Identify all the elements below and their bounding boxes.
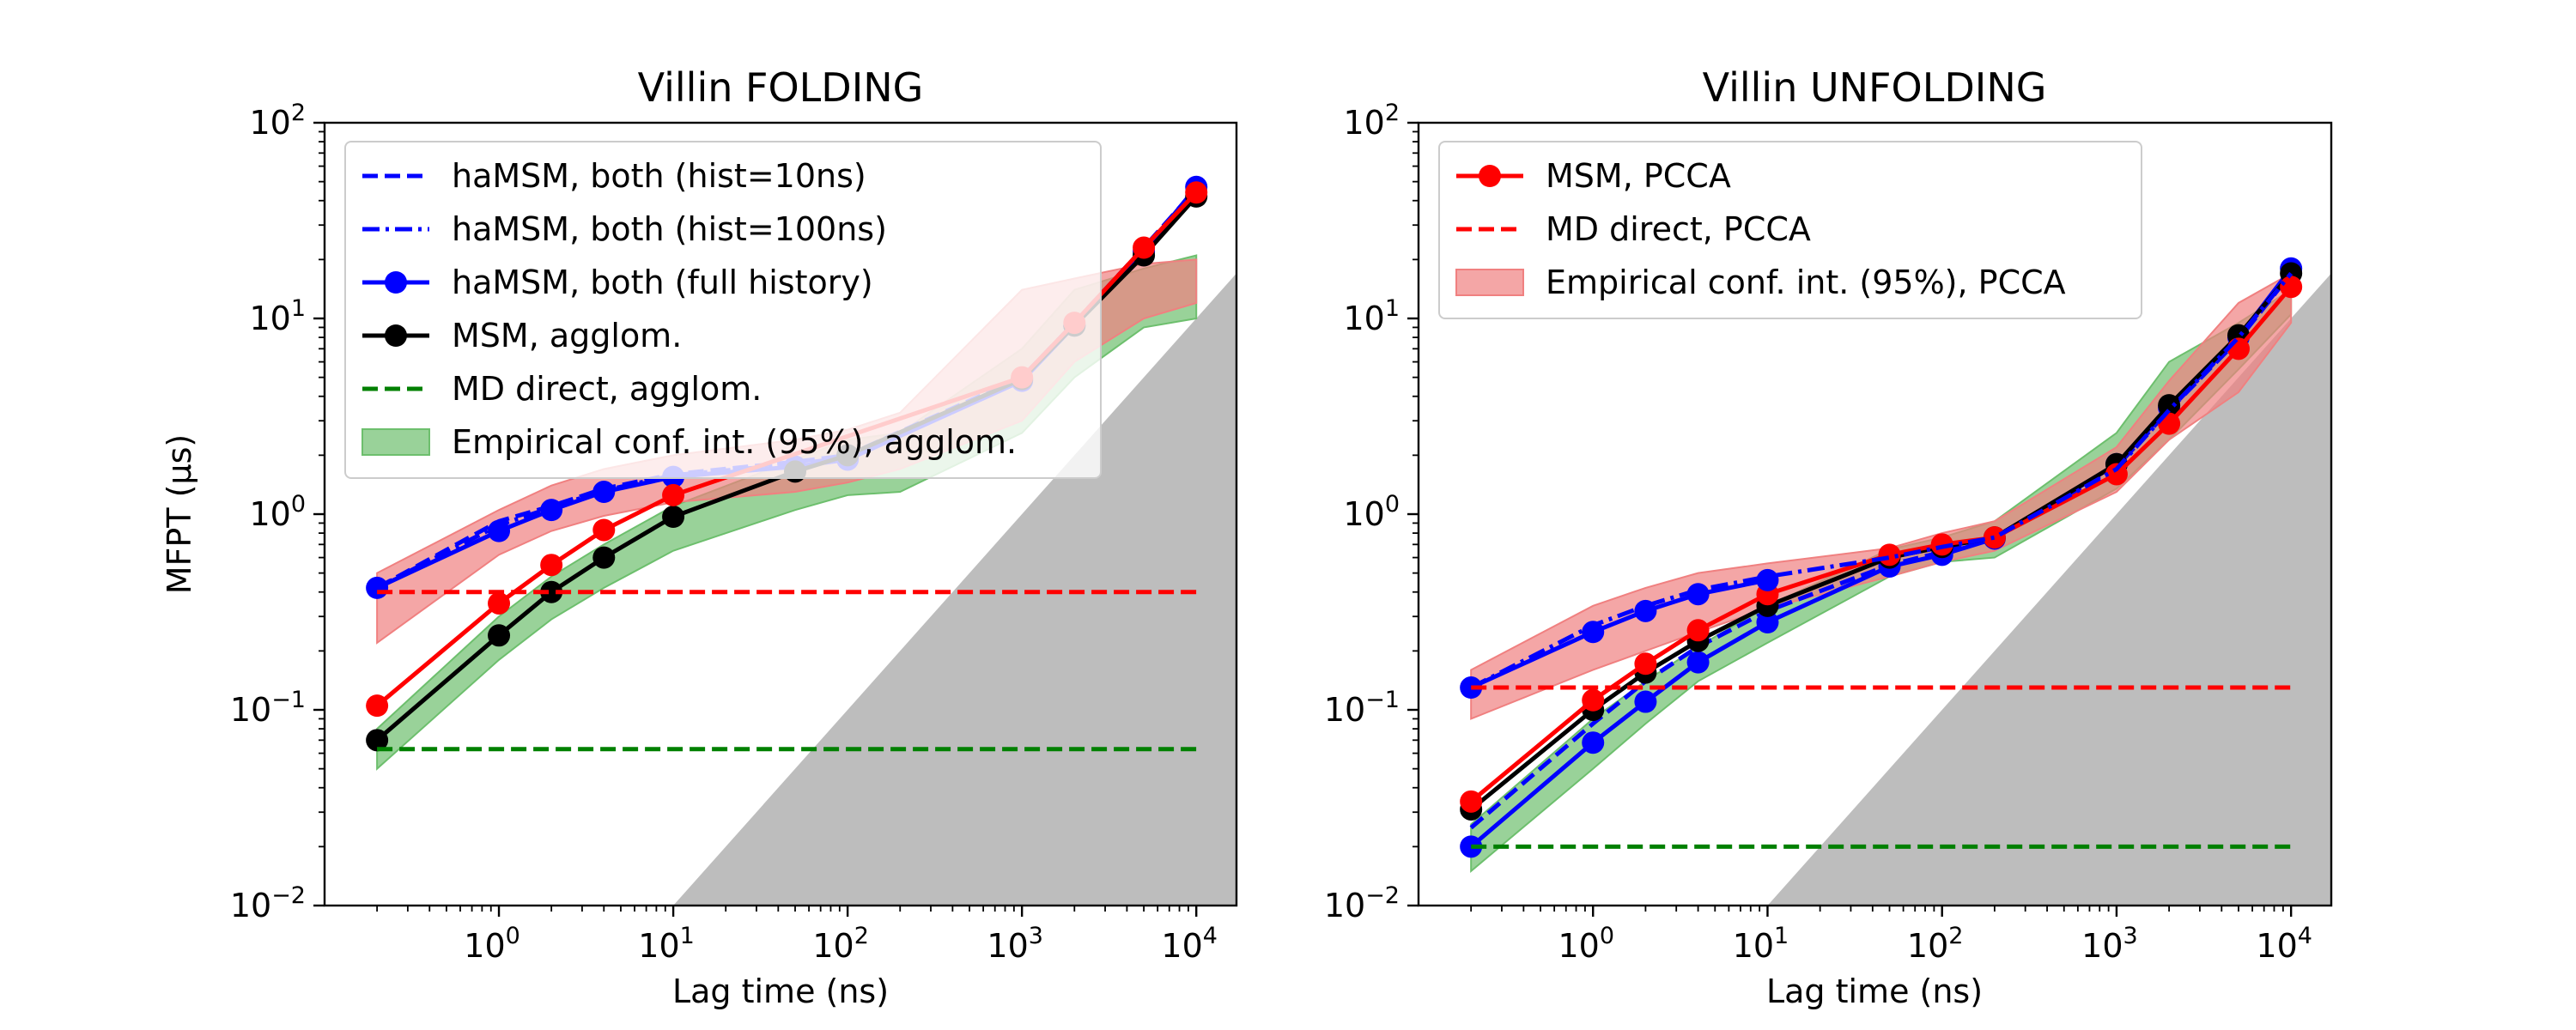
folding-series-3-point bbox=[488, 624, 511, 647]
unfolding-plot-area bbox=[1460, 257, 2331, 906]
unfolding-series-0-point bbox=[1686, 651, 1710, 674]
folding-legend-label: haMSM, both (hist=100ns) bbox=[452, 210, 887, 248]
folding-legend-marker bbox=[385, 271, 407, 294]
unfolding-title: Villin UNFOLDING bbox=[1703, 64, 2047, 111]
unfolding-x-axis-label: Lag time (ns) bbox=[1766, 972, 1983, 1010]
folding-legend-label: Empirical conf. int. (95%), agglom. bbox=[452, 423, 1017, 461]
folding-series-3-point bbox=[592, 546, 616, 569]
folding-x-tick-label: 100 bbox=[464, 923, 520, 965]
unfolding-series-4-point bbox=[1686, 619, 1710, 642]
folding-legend-label: MSM, agglom. bbox=[452, 317, 682, 354]
folding-y-tick-label: 100 bbox=[249, 491, 306, 533]
unfolding-series-4-point bbox=[2227, 337, 2250, 360]
folding-series-3-point bbox=[540, 580, 563, 603]
folding-panel: 100 101 102 103 104 10−2 10−1 100 101 102 Villin … bbox=[161, 64, 1238, 1010]
unfolding-legend-label: Empirical conf. int. (95%), PCCA bbox=[1546, 264, 2066, 301]
folding-y-tick-label: 10−2 bbox=[230, 882, 306, 924]
folding-series-2-point bbox=[366, 576, 389, 599]
folding-y-tick-label: 102 bbox=[249, 100, 306, 142]
unfolding-y-tick-label: 10−2 bbox=[1324, 882, 1400, 924]
folding-legend: haMSM, both (hist=10ns) haMSM, both (hist… bbox=[344, 141, 1102, 479]
folding-series-5-point bbox=[540, 554, 563, 577]
unfolding-x-tick-label: 102 bbox=[1907, 923, 1964, 965]
unfolding-series-0-point bbox=[1756, 611, 1779, 634]
unfolding-series-line-1 bbox=[1469, 271, 2293, 830]
unfolding-y-tick-label: 100 bbox=[1343, 491, 1400, 533]
unfolding-x-tick-label: 103 bbox=[2081, 923, 2138, 965]
folding-x-tick-label: 104 bbox=[1161, 923, 1218, 965]
folding-x-tick-label: 103 bbox=[987, 923, 1043, 965]
unfolding-series-0-point bbox=[1582, 731, 1605, 754]
folding-series-5-point bbox=[662, 483, 685, 506]
folding-series-5-point bbox=[1133, 236, 1156, 259]
unfolding-series-0-point bbox=[1634, 690, 1657, 713]
folding-legend-label: haMSM, both (full history) bbox=[452, 264, 873, 301]
folding-y-axis-label: MFPT (μs) bbox=[161, 434, 198, 594]
unfolding-series-6-point bbox=[1634, 599, 1657, 622]
unfolding-series-6-point bbox=[1582, 621, 1605, 644]
folding-series-3-point bbox=[662, 506, 685, 529]
unfolding-series-4-point bbox=[2280, 276, 2303, 299]
folding-legend-label: haMSM, both (hist=10ns) bbox=[452, 157, 866, 195]
folding-series-5-point bbox=[366, 694, 389, 718]
folding-series-5-point bbox=[592, 518, 616, 542]
unfolding-series-6-point bbox=[1686, 583, 1710, 606]
unfolding-series-4-point bbox=[1983, 526, 2006, 549]
unfolding-series-4-point bbox=[1460, 790, 1483, 813]
folding-series-3-point bbox=[366, 729, 389, 752]
unfolding-legend: MSM, PCCA MD direct, PCCA Empirical conf. … bbox=[1438, 141, 2142, 319]
unfolding-series-0-point bbox=[1460, 835, 1483, 858]
unfolding-series-line-5 bbox=[1470, 271, 2293, 690]
unfolding-series-4-point bbox=[2105, 463, 2128, 486]
unfolding-x-tick-label: 100 bbox=[1558, 923, 1614, 965]
folding-legend-box bbox=[344, 141, 1102, 479]
unfolding-y-tick-label: 102 bbox=[1343, 100, 1400, 142]
unfolding-x-tick-label: 104 bbox=[2256, 923, 2312, 965]
unfolding-panel: 100 101 102 103 104 10−2 10−1 100 101 102 Villin … bbox=[1324, 64, 2333, 1010]
unfolding-series-6-point bbox=[1460, 676, 1483, 700]
unfolding-x-tick-label: 101 bbox=[1733, 923, 1789, 965]
folding-x-tick-label: 102 bbox=[812, 923, 869, 965]
unfolding-shaded-region bbox=[1767, 273, 2331, 906]
folding-legend-label: MD direct, agglom. bbox=[452, 370, 762, 408]
unfolding-legend-label: MD direct, PCCA bbox=[1546, 210, 1811, 248]
folding-x-axis-label: Lag time (ns) bbox=[672, 972, 889, 1010]
unfolding-legend-marker bbox=[1479, 165, 1501, 187]
folding-y-tick-label: 101 bbox=[249, 295, 306, 337]
unfolding-series-4-point bbox=[1634, 652, 1657, 676]
unfolding-series-2-point bbox=[2158, 394, 2181, 417]
unfolding-legend-swatch bbox=[1455, 269, 1524, 296]
unfolding-y-tick-label: 10−1 bbox=[1324, 687, 1400, 729]
folding-series-2-point bbox=[592, 481, 616, 504]
unfolding-y-tick-label: 101 bbox=[1343, 295, 1400, 337]
unfolding-legend-label: MSM, PCCA bbox=[1546, 157, 1731, 195]
unfolding-series-6-point bbox=[1756, 568, 1779, 591]
folding-series-5-point bbox=[1185, 181, 1208, 204]
folding-legend-swatch bbox=[361, 428, 430, 456]
folding-y-tick-label: 10−1 bbox=[230, 687, 306, 729]
folding-title: Villin FOLDING bbox=[638, 64, 924, 111]
folding-series-2-point bbox=[540, 499, 563, 522]
folding-series-5-point bbox=[488, 591, 511, 615]
unfolding-series-4-point bbox=[1582, 688, 1605, 712]
unfolding-legend-box bbox=[1438, 141, 2142, 319]
folding-x-tick-label: 101 bbox=[638, 923, 695, 965]
folding-legend-marker bbox=[385, 324, 407, 347]
folding-series-2-point bbox=[488, 519, 511, 542]
